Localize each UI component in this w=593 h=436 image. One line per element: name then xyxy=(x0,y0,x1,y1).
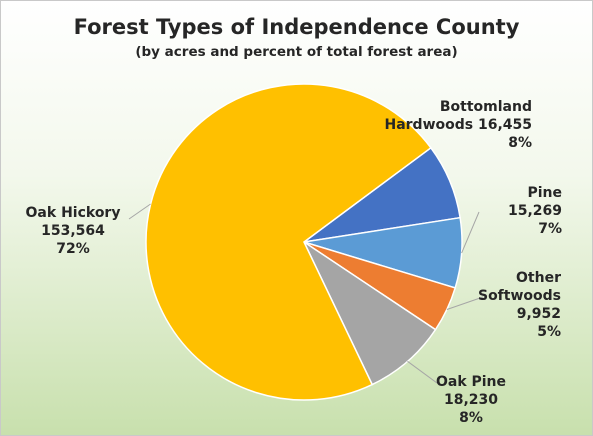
label-oak-pine: Oak Pine 18,230 8% xyxy=(431,373,511,427)
label-oak-hickory-name: Oak Hickory xyxy=(25,205,121,221)
label-pine-value: 15,269 xyxy=(507,203,562,219)
label-other-softwoods-name1: Other xyxy=(516,270,561,286)
label-oak-hickory-percent: 72% xyxy=(56,241,90,257)
label-bottomland-hardwoods-percent: 8% xyxy=(508,135,532,151)
label-oak-pine-name: Oak Pine xyxy=(435,374,507,390)
leader-line-oak-pine xyxy=(407,360,438,384)
pie-slice-oak-pine xyxy=(302,239,437,386)
label-oak-pine-value: 18,230 xyxy=(443,392,499,408)
label-other-softwoods: Other Softwoods 9,952 5% xyxy=(478,269,561,341)
label-pine-name: Pine xyxy=(527,185,562,201)
label-oak-pine-percent: 8% xyxy=(459,410,483,426)
label-bottomland-hardwoods-line1: Bottomland xyxy=(439,99,532,115)
label-pine: Pine 15,269 7% xyxy=(508,184,562,238)
pie-slice-oak-hickory xyxy=(145,83,432,401)
chart-title: Forest Types of Independence County xyxy=(73,15,520,39)
label-oak-hickory: Oak Hickory 153,564 72% xyxy=(17,204,129,258)
label-other-softwoods-name2: Softwoods xyxy=(477,288,561,304)
leader-line-other-softwoods xyxy=(446,296,484,310)
label-bottomland-hardwoods-line2: Hardwoods 16,455 xyxy=(384,117,532,133)
label-pine-percent: 7% xyxy=(538,221,562,237)
label-other-softwoods-value: 9,952 xyxy=(516,306,561,322)
chart-subtitle: (by acres and percent of total forest ar… xyxy=(135,44,458,60)
label-other-softwoods-percent: 5% xyxy=(537,324,561,340)
label-bottomland-hardwoods: Bottomland Hardwoods 16,455 8% xyxy=(384,98,532,152)
label-oak-hickory-value: 153,564 xyxy=(41,223,105,239)
leader-line-pine xyxy=(461,211,480,254)
leader-line-oak-hickory xyxy=(128,203,151,220)
